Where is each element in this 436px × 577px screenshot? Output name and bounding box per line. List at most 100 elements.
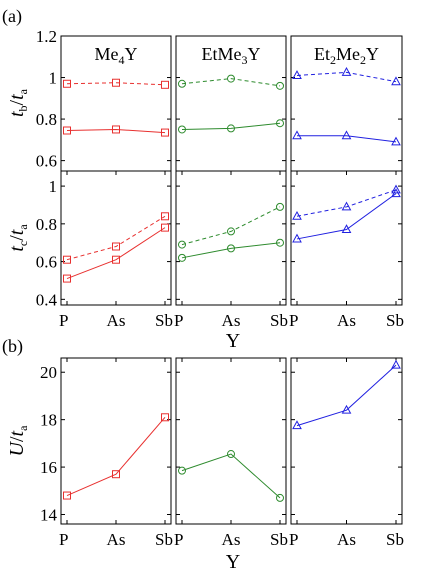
y-tick-label: 20 bbox=[40, 363, 57, 382]
series-etme3y-dashed-row1 bbox=[181, 206, 281, 246]
series-et2me2y-u-point bbox=[391, 359, 401, 369]
panel-b-frame-et2me2y bbox=[290, 357, 403, 525]
y-tick-label: 1 bbox=[49, 69, 58, 88]
series-etme3y-u bbox=[181, 453, 281, 499]
x-tick-label: Sb bbox=[155, 530, 173, 549]
series-et2me2y-dashed-row1-point bbox=[391, 184, 401, 194]
x-tick-label: Sb bbox=[386, 311, 404, 330]
series-me4y-u bbox=[66, 416, 166, 497]
series-etme3y-dashed-row0 bbox=[181, 78, 281, 87]
series-etme3y-solid-row1-point bbox=[227, 244, 235, 253]
series-etme3y-u-point bbox=[276, 493, 284, 502]
series-me4y-solid-row0 bbox=[66, 128, 166, 134]
x-tick-label: As bbox=[222, 311, 241, 330]
y-tick-label: 1.2 bbox=[36, 27, 57, 46]
series-etme3y-solid-row0-point bbox=[227, 124, 235, 133]
series-me4y-solid-row1 bbox=[66, 227, 166, 280]
x-tick-label: Sb bbox=[386, 530, 404, 549]
panel-a-tag: (a) bbox=[2, 6, 22, 27]
series-et2me2y-dashed-row1-point bbox=[341, 201, 352, 211]
series-etme3y-u-point bbox=[178, 466, 186, 475]
series-me4y-solid-row1-point bbox=[112, 255, 120, 264]
y-tick-label: 1 bbox=[49, 177, 58, 196]
panel-a-frame-et2me2y-row1 bbox=[290, 170, 403, 306]
series-et2me2y-solid-row1 bbox=[296, 193, 397, 240]
y-tick-label: 0.8 bbox=[36, 215, 57, 234]
series-etme3y-solid-row0-point bbox=[178, 125, 186, 134]
series-me4y-dashed-row0-point bbox=[112, 78, 120, 87]
series-et2me2y-dashed-row0-point bbox=[341, 67, 352, 76]
x-axis-label-a: Y bbox=[226, 330, 240, 352]
y-tick-label: 0.6 bbox=[36, 152, 57, 171]
panel-b-frame-me4y bbox=[60, 357, 172, 525]
series-etme3y-dashed-row0-point bbox=[227, 74, 235, 83]
series-etme3y-solid-row1-point bbox=[276, 238, 284, 247]
x-tick-label: P bbox=[174, 530, 183, 549]
series-me4y-u-point bbox=[63, 491, 71, 500]
x-tick-label: P bbox=[59, 530, 68, 549]
series-etme3y-solid-row0 bbox=[181, 122, 281, 130]
series-me4y-u-point bbox=[112, 470, 120, 479]
series-etme3y-dashed-row1-point bbox=[276, 202, 284, 211]
series-me4y-dashed-row0 bbox=[66, 82, 166, 86]
y-tick-label: 0.4 bbox=[36, 290, 58, 309]
series-me4y-dashed-row1-point bbox=[112, 242, 120, 251]
series-etme3y-solid-row0-point bbox=[276, 119, 284, 128]
y-axis-label-top: tb/ta bbox=[6, 88, 30, 117]
y-tick-label: 14 bbox=[40, 506, 58, 525]
series-et2me2y-solid-row0-point bbox=[391, 136, 401, 146]
series-me4y-solid-row1-point bbox=[63, 274, 71, 283]
series-et2me2y-u bbox=[296, 364, 397, 427]
y-tick-label: 18 bbox=[40, 411, 57, 430]
series-etme3y-dashed-row0-point bbox=[276, 81, 284, 90]
series-me4y-dashed-row1-point bbox=[161, 212, 169, 221]
series-et2me2y-dashed-row1 bbox=[296, 189, 397, 217]
series-etme3y-dashed-row1-point bbox=[178, 240, 186, 249]
x-tick-label: As bbox=[107, 311, 126, 330]
series-me4y-u-point bbox=[161, 413, 169, 422]
series-et2me2y-u-point bbox=[292, 420, 302, 430]
series-me4y-solid-row0-point bbox=[112, 125, 120, 134]
series-me4y-dashed-row0-point bbox=[63, 79, 71, 88]
series-et2me2y-solid-row0 bbox=[297, 135, 397, 143]
x-tick-label: As bbox=[107, 530, 126, 549]
x-tick-label: Sb bbox=[270, 530, 288, 549]
series-me4y-solid-row1-point bbox=[161, 223, 169, 232]
facet-title-0: Me4Y bbox=[95, 44, 138, 67]
series-me4y-solid-row0-point bbox=[161, 128, 169, 137]
series-et2me2y-solid-row1-point bbox=[341, 224, 352, 234]
x-tick-label: P bbox=[289, 311, 298, 330]
x-tick-label: P bbox=[174, 311, 183, 330]
x-tick-label: P bbox=[59, 311, 68, 330]
series-me4y-dashed-row0-point bbox=[161, 80, 169, 89]
panel-a-frame-me4y-row1 bbox=[60, 170, 172, 306]
series-et2me2y-dashed-row0-point bbox=[391, 76, 401, 86]
y-axis-label-middle: tc/ta bbox=[6, 224, 30, 252]
series-et2me2y-dashed-row0 bbox=[296, 71, 397, 83]
series-et2me2y-solid-row0-point bbox=[341, 130, 352, 140]
series-etme3y-solid-row1 bbox=[181, 242, 281, 259]
series-me4y-dashed-row1-point bbox=[63, 255, 71, 264]
y-tick-label: 0.6 bbox=[36, 253, 57, 272]
x-tick-label: Sb bbox=[270, 311, 288, 330]
series-me4y-dashed-row1 bbox=[66, 215, 166, 261]
x-tick-label: P bbox=[289, 530, 298, 549]
x-tick-label: As bbox=[337, 311, 356, 330]
x-tick-label: As bbox=[222, 530, 241, 549]
y-tick-label: 16 bbox=[40, 458, 57, 477]
series-et2me2y-u-point bbox=[341, 404, 352, 414]
series-et2me2y-solid-row1-point bbox=[292, 233, 302, 243]
panel-b-frame-etme3y bbox=[175, 357, 287, 525]
x-tick-label: Sb bbox=[155, 311, 173, 330]
facet-title-2: Et2Me2Y bbox=[314, 44, 379, 67]
y-axis-label-bottom: U/ta bbox=[6, 425, 30, 457]
y-tick-label: 0.8 bbox=[36, 110, 57, 129]
x-axis-label-b: Y bbox=[226, 551, 240, 573]
series-etme3y-solid-row1-point bbox=[178, 253, 186, 262]
panel-a-frame-etme3y-row1 bbox=[175, 170, 287, 306]
facet-title-1: EtMe3Y bbox=[202, 44, 261, 67]
series-et2me2y-dashed-row1-point bbox=[292, 210, 302, 220]
series-et2me2y-dashed-row0-point bbox=[292, 70, 302, 79]
